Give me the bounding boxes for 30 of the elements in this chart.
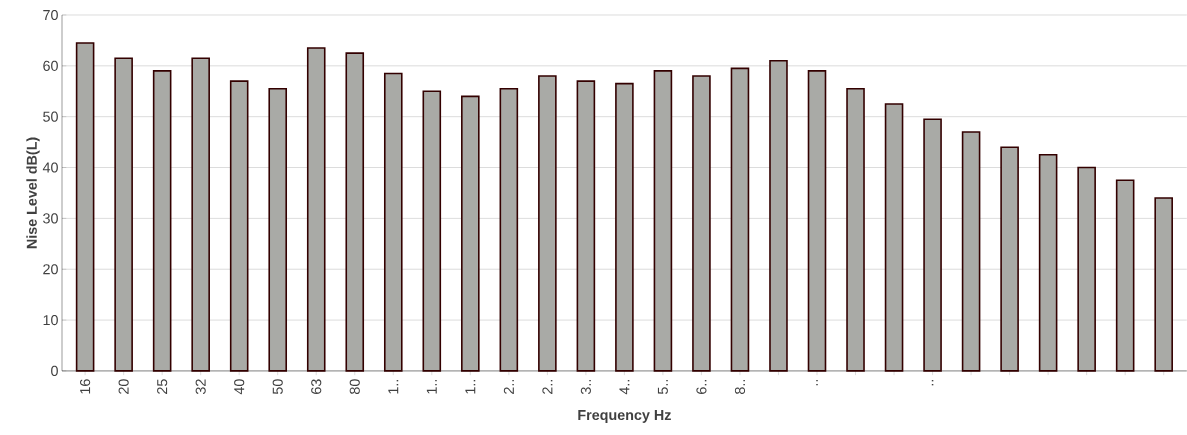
x-tick-label: 16: [80, 379, 91, 394]
x-tick-label: 40: [234, 379, 245, 395]
x-tick-label: 5..: [657, 380, 668, 395]
x-tick-label: 50: [272, 379, 283, 395]
x-tick-label: 3..: [580, 380, 591, 395]
y-tick-label: 70: [43, 9, 58, 21]
y-tick-label: 0: [51, 365, 58, 377]
x-tick-label: 6..: [696, 380, 707, 394]
x-tick-label: 2..: [542, 380, 553, 394]
x-tick-label: ..: [816, 380, 818, 386]
x-tick-label: 32: [195, 379, 206, 395]
y-tick-label: 10: [43, 315, 58, 326]
y-tick-label: 50: [43, 111, 58, 122]
y-tick-label: 30: [43, 213, 58, 224]
x-tick-label: 8..: [734, 380, 746, 395]
x-tick-label: ..: [931, 380, 934, 386]
y-tick-label: 20: [43, 264, 58, 275]
x-tick-label: 25: [157, 379, 168, 394]
x-tick-label: 63: [311, 379, 322, 394]
x-tick-label: 2..: [503, 380, 514, 394]
x-axis-title: Frequency Hz: [578, 410, 671, 423]
x-tick-label: 1..: [388, 380, 399, 394]
x-tick-label: 20: [118, 379, 129, 394]
x-tick-label: 1..: [426, 380, 437, 394]
x-tick-label: 1..: [465, 380, 476, 394]
y-tick-label: 40: [42, 162, 58, 173]
x-tick-label: 80: [349, 379, 360, 395]
y-axis-title: Nise Level dB(L): [26, 137, 40, 249]
y-tick-label: 60: [43, 60, 58, 71]
x-tick-label: 4..: [619, 380, 630, 395]
